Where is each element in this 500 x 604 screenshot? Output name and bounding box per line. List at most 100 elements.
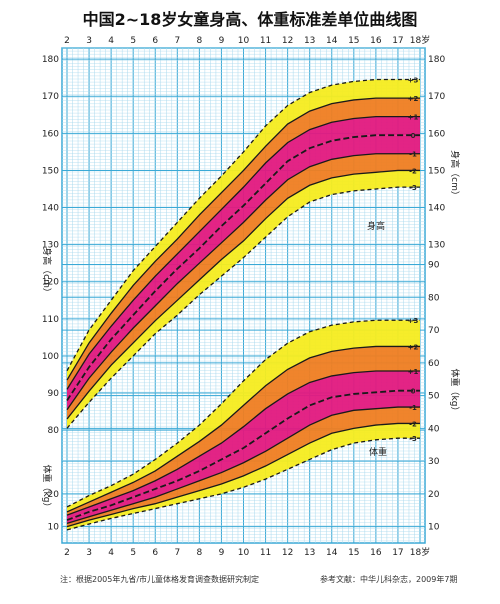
weight-curve--1 [66, 406, 420, 524]
height-curve-+3 [66, 78, 420, 372]
height-curve--1 [66, 153, 420, 411]
x-tick-top: 17 [392, 36, 403, 46]
weight-tick-right: 30 [428, 457, 440, 467]
x-tick-top: 7 [174, 36, 180, 46]
x-tick-bottom: 16 [370, 548, 382, 558]
x-tick-bottom: 10 [238, 548, 250, 558]
chart-axes: 2 2 3 3 4 4 5 5 6 6 7 7 8 8 9 9 10 10 11 11 12 12 13 13 14 14 15 15… [41, 34, 461, 558]
sd-curves: -3 -2 -1 0 +1 +2 +3 -3 -2 -1 0 +1 +2 +3 [66, 77, 420, 531]
height-sd-label-+3: +3 [408, 77, 419, 85]
weight-curve--3 [66, 437, 420, 531]
x-tick-top: 12 [282, 36, 293, 46]
height-tick-left: 120 [42, 278, 59, 288]
x-tick-top: 3 [86, 36, 92, 46]
weight-sd-label--1: -1 [409, 404, 417, 412]
height-sd-label-0: 0 [411, 132, 416, 140]
weight-curve-0 [66, 389, 420, 521]
height-tick-left: 180 [42, 55, 59, 65]
weight-sd-label-+3: +3 [408, 317, 419, 325]
height-sd-label-+2: +2 [408, 95, 419, 103]
weight-curve--2 [66, 422, 420, 528]
x-tick-bottom: 5 [130, 548, 136, 558]
chart-title: 中国2~18岁女童身高、体重标准差单位曲线图 [83, 10, 418, 29]
height-tick-left: 90 [48, 389, 60, 399]
height-curve-+2 [66, 97, 420, 381]
height-zone-label: 身高 [367, 220, 385, 232]
height-tick-right: 170 [428, 92, 445, 102]
height-axis-label-left: 身高（cm） [41, 247, 53, 297]
height-tick-right: 130 [428, 241, 445, 251]
weight-tick-right: 50 [428, 392, 440, 402]
x-tick-top: 6 [152, 36, 158, 46]
weight-sd-label-+1: +1 [408, 368, 419, 376]
footnote-source: 注：根据2005年九省/市儿童体格发育调查数据研究制定 [60, 574, 259, 584]
weight-sd-label-0: 0 [411, 388, 416, 396]
weight-band-1 [67, 407, 420, 527]
x-tick-top: 15 [348, 36, 359, 46]
weight-tick-right: 60 [428, 359, 440, 369]
x-tick-top: 18岁 [410, 34, 430, 46]
height-curve--2 [66, 169, 420, 420]
height-sd-label-+1: +1 [408, 114, 419, 122]
x-tick-bottom: 4 [108, 548, 114, 558]
height-sd-label--1: -1 [409, 151, 417, 159]
weight-sd-label-+2: +2 [408, 343, 419, 351]
x-tick-top: 4 [108, 36, 114, 46]
weight-axis-label-left: 体重（kg） [41, 465, 53, 512]
weight-band-5 [67, 320, 420, 512]
height-axis-label-right: 身高（cm） [449, 150, 461, 200]
x-tick-top: 13 [304, 36, 315, 46]
height-tick-left: 140 [42, 204, 59, 214]
weight-sd-label--2: -2 [409, 420, 417, 428]
height-tick-right: 160 [428, 129, 445, 139]
weight-tick-right: 40 [428, 424, 440, 434]
height-tick-left: 160 [42, 129, 59, 139]
height-tick-right: 140 [428, 204, 445, 214]
x-tick-top: 16 [370, 36, 382, 46]
height-sd-label--3: -3 [409, 184, 417, 192]
height-tick-left: 100 [42, 352, 59, 362]
height-tick-left: 150 [42, 166, 59, 176]
x-tick-bottom: 7 [174, 548, 180, 558]
height-tick-right: 150 [428, 166, 445, 176]
x-tick-bottom: 2 [64, 548, 70, 558]
x-tick-top: 11 [260, 36, 271, 46]
weight-curve-+3 [66, 319, 420, 508]
weight-zone-label: 体重 [369, 446, 387, 458]
weight-band-4 [67, 346, 420, 516]
x-tick-bottom: 15 [348, 548, 359, 558]
weight-band-3 [67, 371, 420, 521]
x-tick-bottom: 11 [260, 548, 271, 558]
weight-tick-right: 20 [428, 490, 440, 500]
sd-bands [67, 79, 420, 530]
weight-tick-left: 20 [48, 490, 60, 500]
weight-axis-label-right: 体重（kg） [449, 369, 461, 416]
x-tick-top: 9 [219, 36, 225, 46]
height-curve--3 [66, 186, 420, 429]
height-curve-+1 [66, 115, 420, 390]
weight-band-0 [67, 423, 420, 530]
x-tick-top: 8 [197, 36, 203, 46]
x-tick-top: 14 [326, 36, 338, 46]
x-tick-bottom: 12 [282, 548, 293, 558]
x-tick-bottom: 13 [304, 548, 315, 558]
x-tick-bottom: 14 [326, 548, 338, 558]
weight-tick-right: 90 [428, 261, 440, 271]
weight-tick-right: 70 [428, 326, 440, 336]
x-tick-top: 5 [130, 36, 136, 46]
weight-curve-+1 [66, 370, 420, 516]
x-tick-top: 10 [238, 36, 250, 46]
height-tick-left: 170 [42, 92, 59, 102]
height-tick-left: 80 [48, 426, 60, 436]
weight-tick-left: 10 [48, 523, 60, 533]
height-tick-left: 110 [42, 315, 59, 325]
x-tick-bottom: 3 [86, 548, 92, 558]
footnote-reference: 参考文献：中华儿科杂志，2009年7期 [320, 574, 457, 584]
height-tick-right: 180 [428, 55, 445, 65]
height-sd-label--2: -2 [409, 167, 417, 175]
x-tick-bottom: 18岁 [410, 546, 430, 558]
height-curve-0 [66, 134, 420, 401]
weight-tick-right: 10 [428, 523, 440, 533]
x-tick-bottom: 8 [197, 548, 203, 558]
